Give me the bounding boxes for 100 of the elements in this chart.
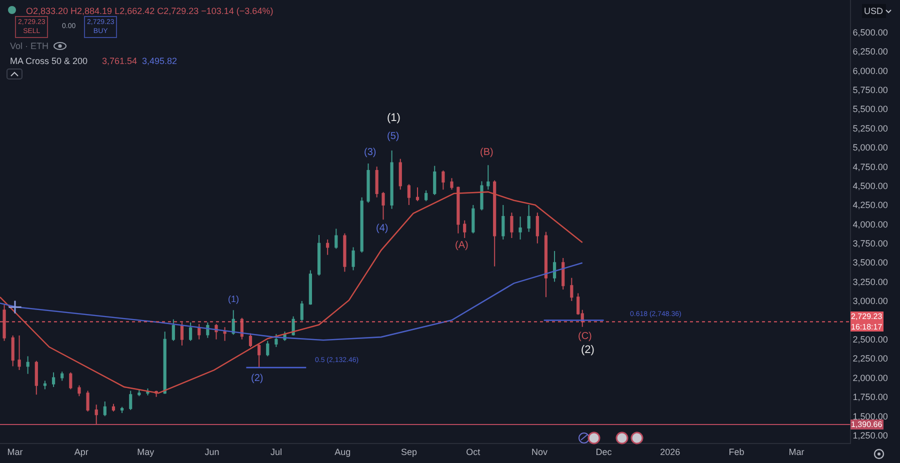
y-tick-label: 1,750.00	[852, 392, 888, 402]
candlestick	[352, 246, 355, 271]
candlestick	[2, 304, 6, 342]
candlestick	[390, 150, 394, 210]
x-tick-label: 2026	[660, 446, 680, 457]
candlestick	[103, 401, 106, 417]
candlestick	[360, 196, 364, 254]
x-tick-label: Mar	[7, 446, 23, 457]
candlestick	[69, 372, 72, 390]
candlestick	[343, 232, 346, 272]
candlestick	[26, 356, 30, 374]
candlestick	[544, 231, 548, 298]
candlestick	[407, 184, 410, 206]
candlestick	[18, 335, 21, 371]
candlestick	[232, 310, 235, 336]
candlestick	[472, 204, 475, 234]
candlestick	[129, 390, 132, 410]
candlestick	[382, 191, 385, 220]
candlestick	[480, 180, 484, 211]
candlestick	[172, 318, 175, 342]
candlestick	[120, 406, 124, 414]
candlestick	[463, 220, 466, 239]
candlestick	[86, 390, 90, 412]
y-tick-label: 4,000.00	[852, 219, 888, 230]
candlestick	[274, 333, 278, 348]
y-tick-label: 4,500.00	[852, 180, 888, 191]
candlestick	[198, 324, 201, 340]
y-tick-label: 6,000.00	[852, 66, 888, 76]
candlestick	[366, 163, 370, 204]
candlestick	[527, 204, 530, 232]
candlestick	[308, 270, 312, 306]
annotation: (A)	[455, 240, 468, 251]
candlestick	[433, 165, 436, 196]
candlestick	[493, 180, 496, 267]
candlestick	[60, 371, 64, 382]
y-tick-label: 1,250.00	[852, 430, 888, 440]
candlestick	[78, 384, 81, 397]
y-tick-label: 3,750.00	[852, 238, 888, 249]
x-tick-label: Jun	[204, 446, 220, 457]
y-tick-label: 5,750.00	[852, 84, 888, 95]
candlestick	[552, 250, 556, 282]
y-tick-label: 4,750.00	[852, 162, 888, 172]
x-tick-label: Jul	[270, 446, 282, 457]
x-tick-label: Mar	[788, 446, 804, 457]
candlestick	[52, 372, 56, 388]
annotation: 3,495.82	[142, 56, 178, 66]
y-tick-label: 6,250.00	[852, 46, 888, 57]
candlestick	[34, 360, 38, 396]
candlestick	[502, 204, 505, 240]
candlestick	[206, 322, 210, 338]
candlestick	[138, 388, 141, 397]
candlestick	[518, 216, 522, 240]
candlestick	[112, 403, 116, 412]
annotation: (C)	[578, 331, 592, 342]
candlestick	[317, 234, 321, 276]
annotation: Vol · ETH	[10, 41, 49, 51]
annotation: MA Cross 50 & 200	[10, 56, 88, 66]
candlestick	[450, 178, 454, 190]
candlestick	[189, 322, 192, 342]
y-tick-label: 2,000.00	[852, 372, 888, 383]
candlestick	[424, 190, 428, 202]
y-tick-label: 4,250.00	[852, 200, 888, 210]
annotation: (1)	[387, 112, 400, 124]
annotation: (3)	[364, 147, 376, 158]
y-tick-label: 1,500.00	[852, 411, 888, 422]
annotation: (2)	[581, 344, 594, 356]
x-tick-label: Nov	[532, 446, 548, 457]
y-tick-label: 5,500.00	[852, 104, 888, 114]
candlestick	[562, 257, 565, 290]
y-tick-label: 3,000.00	[852, 296, 888, 306]
candlestick	[223, 326, 226, 342]
x-tick-label: Sep	[400, 446, 417, 457]
candlestick	[163, 331, 166, 394]
x-tick-label: May	[137, 446, 155, 457]
annotation: (1)	[228, 294, 239, 304]
x-tick-label: Aug	[334, 446, 351, 457]
candlestick	[258, 342, 261, 368]
candlestick	[442, 170, 445, 190]
candlestick	[300, 300, 304, 322]
candlestick	[146, 388, 150, 396]
annotation: O2,833.20 H2,884.19 L2,662.42 C2,729.23 −103.14 (−3.64%)	[26, 6, 274, 16]
candlestick	[536, 212, 539, 244]
annotation: (2)	[251, 373, 264, 384]
y-tick-label: 5,250.00	[852, 123, 888, 134]
ref-line-label: 1,390.66	[851, 420, 883, 429]
candlestick	[486, 164, 490, 190]
candlestick	[510, 212, 514, 239]
candlestick	[180, 322, 184, 346]
candlestick	[375, 166, 378, 198]
candlestick	[334, 228, 338, 250]
y-tick-label: 6,500.00	[852, 27, 888, 38]
candlestick	[11, 335, 14, 367]
annotation: (B)	[480, 147, 494, 158]
annotation: 3,761.54	[102, 56, 138, 66]
candlestick	[416, 186, 420, 202]
candlestick	[570, 277, 574, 302]
candlestick	[266, 340, 270, 357]
text: USD	[864, 6, 884, 16]
annotation: (4)	[376, 223, 388, 234]
ref-line-label: 2,729.23 16:18:17	[851, 312, 883, 332]
